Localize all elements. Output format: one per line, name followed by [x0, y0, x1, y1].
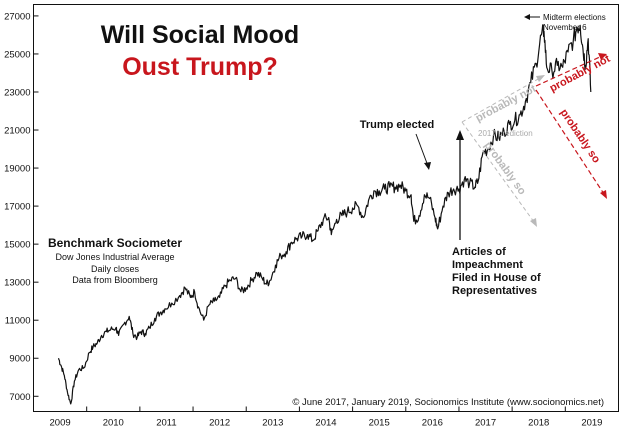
- impeachment-arrowhead: [456, 130, 464, 140]
- red-down-arrow: [535, 89, 605, 195]
- legend-line-1: Dow Jones Industrial Average: [56, 252, 175, 262]
- red-up-label: probably not: [548, 53, 613, 95]
- annotation-trump-elected: Trump elected: [360, 119, 435, 131]
- annotation-impeachment-1: Articles of: [452, 246, 506, 258]
- legend-line-2: Daily closes: [91, 264, 140, 274]
- y-tick-label: 15000: [4, 240, 30, 251]
- x-tick-label: 2013: [262, 418, 283, 429]
- y-axis-ticks: 7000 9000 11000 13000 15000 17000 19000 21000 23…: [4, 11, 39, 403]
- gray-up-arrow: [461, 77, 541, 123]
- annotation-impeachment-3: Filed in House of: [452, 272, 541, 284]
- y-tick-label: 7000: [9, 392, 30, 403]
- prediction-label: 2017 prediction: [478, 129, 533, 138]
- y-tick-label: 11000: [5, 316, 31, 327]
- copyright-note: © June 2017, January 2019, Socionomics I…: [292, 397, 604, 408]
- red-down-label: probably so: [558, 107, 603, 166]
- x-tick-label: 2019: [581, 418, 602, 429]
- x-tick-label: 2018: [528, 418, 549, 429]
- annotation-midterm-1: Midterm elections: [543, 13, 606, 22]
- legend-title: Benchmark Sociometer: [48, 236, 182, 250]
- x-tick-label: 2010: [103, 418, 124, 429]
- x-tick-label: 2012: [209, 418, 230, 429]
- y-tick-label: 17000: [4, 202, 30, 213]
- y-tick-label: 19000: [4, 164, 30, 175]
- red-up-arrowhead: [598, 53, 607, 60]
- x-tick-label: 2009: [50, 418, 71, 429]
- y-tick-label: 9000: [9, 354, 30, 365]
- y-tick-label: 21000: [4, 126, 30, 137]
- annotation-impeachment-4: Representatives: [452, 285, 537, 297]
- y-tick-label: 13000: [4, 278, 30, 289]
- midterm-arrowhead: [524, 14, 530, 20]
- annotation-midterm-2: November 6: [543, 23, 587, 32]
- x-tick-label: 2011: [156, 418, 176, 429]
- x-tick-label: 2015: [369, 418, 390, 429]
- chart-subtitle: Oust Trump?: [122, 53, 278, 81]
- y-tick-label: 27000: [4, 11, 30, 22]
- x-axis-ticks: 2009 2010 2011 2012 2013 2014 2015 2016 2017 2018…: [33, 406, 619, 429]
- gray-up-arrowhead: [536, 75, 545, 82]
- x-tick-label: 2014: [315, 418, 336, 429]
- gray-up-label: probably not: [474, 83, 539, 125]
- legend-line-3: Data from Bloomberg: [72, 275, 158, 285]
- gray-down-label: probably so: [482, 140, 529, 198]
- dow-series-line: [57, 24, 592, 405]
- y-tick-label: 25000: [4, 49, 30, 60]
- red-up-arrow: [535, 55, 603, 87]
- chart-title: Will Social Mood: [101, 21, 299, 49]
- gray-down-arrowhead: [530, 218, 537, 227]
- x-tick-label: 2016: [422, 418, 443, 429]
- y-tick-label: 23000: [4, 87, 30, 98]
- trump-elected-arrowhead: [424, 162, 431, 170]
- x-tick-label: 2017: [475, 418, 496, 429]
- annotation-impeachment-2: Impeachment: [452, 259, 523, 271]
- trump-elected-arrow-line: [415, 133, 429, 167]
- red-down-arrowhead: [600, 190, 607, 199]
